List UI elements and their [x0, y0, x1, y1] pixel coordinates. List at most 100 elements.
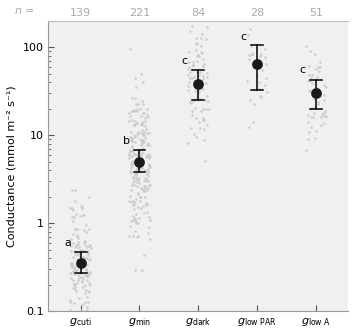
Point	[140, 166, 145, 171]
Point	[136, 149, 141, 155]
Point	[306, 63, 312, 69]
Point	[306, 72, 312, 78]
Point	[72, 226, 78, 231]
Point	[84, 245, 89, 250]
Point	[307, 49, 312, 54]
Point	[82, 239, 88, 244]
Point	[81, 301, 86, 307]
Point	[84, 308, 89, 313]
Point	[142, 194, 148, 200]
Point	[244, 78, 250, 83]
Point	[185, 72, 191, 78]
Point	[126, 199, 132, 204]
Point	[254, 61, 260, 66]
Point	[87, 258, 92, 263]
Point	[130, 234, 136, 239]
Point	[137, 166, 143, 171]
Point	[82, 282, 88, 287]
Point	[136, 176, 141, 181]
Point	[249, 52, 255, 57]
Point	[142, 184, 147, 189]
Point	[69, 243, 74, 248]
Point	[135, 220, 141, 225]
Point	[87, 270, 92, 275]
Point	[76, 252, 82, 257]
Point	[145, 185, 151, 191]
Point	[87, 257, 93, 262]
Y-axis label: Conductance (mmol m⁻² s⁻¹): Conductance (mmol m⁻² s⁻¹)	[7, 85, 17, 247]
Point	[145, 141, 151, 146]
Point	[308, 114, 313, 119]
Point	[137, 153, 143, 158]
Point	[133, 197, 139, 202]
Point	[247, 97, 253, 103]
Point	[79, 279, 85, 284]
Point	[139, 268, 144, 273]
Point	[138, 121, 144, 127]
Point	[198, 86, 204, 91]
Point	[69, 188, 74, 193]
Point	[191, 74, 196, 80]
Point	[133, 170, 139, 176]
Point	[192, 106, 198, 111]
Point	[136, 181, 141, 186]
Point	[87, 270, 93, 275]
Point	[73, 269, 79, 274]
Point	[191, 62, 196, 68]
Point	[189, 112, 195, 118]
Point	[76, 270, 82, 276]
Point	[146, 143, 152, 148]
Point	[86, 300, 91, 305]
Point	[137, 198, 143, 203]
Point	[147, 215, 152, 220]
Point	[256, 79, 262, 85]
Point	[129, 183, 135, 188]
Point	[321, 114, 327, 119]
Point	[132, 173, 138, 178]
Point	[144, 112, 150, 118]
Point	[85, 253, 91, 258]
Point	[70, 261, 75, 266]
Point	[204, 71, 210, 76]
Point	[315, 99, 321, 105]
Point	[78, 266, 83, 272]
Point	[190, 62, 196, 67]
Point	[187, 28, 192, 34]
Point	[144, 172, 149, 177]
Point	[130, 175, 135, 181]
Point	[71, 207, 76, 212]
Point	[141, 133, 147, 138]
Point	[135, 120, 140, 125]
Point	[127, 113, 133, 119]
Point	[193, 48, 199, 53]
Point	[129, 158, 135, 164]
Point	[204, 93, 210, 99]
Point	[263, 62, 269, 67]
Point	[79, 204, 84, 209]
Point	[86, 280, 92, 285]
Point	[137, 194, 142, 200]
Point	[321, 97, 327, 103]
Point	[147, 154, 153, 159]
Point	[144, 187, 150, 193]
Point	[303, 43, 308, 49]
Point	[188, 99, 193, 105]
Point	[193, 135, 199, 140]
Point	[197, 119, 202, 124]
Point	[126, 152, 132, 157]
Point	[68, 248, 74, 254]
Point	[192, 88, 198, 94]
Point	[200, 107, 206, 112]
Point	[132, 96, 137, 101]
Point	[71, 285, 76, 290]
Point	[68, 237, 73, 242]
Point	[317, 59, 322, 65]
Point	[309, 81, 315, 86]
Point	[133, 101, 138, 106]
Point	[186, 64, 192, 69]
Point	[144, 153, 149, 158]
Point	[146, 151, 152, 157]
Point	[138, 72, 144, 77]
Point	[75, 232, 80, 238]
Point	[133, 171, 139, 176]
